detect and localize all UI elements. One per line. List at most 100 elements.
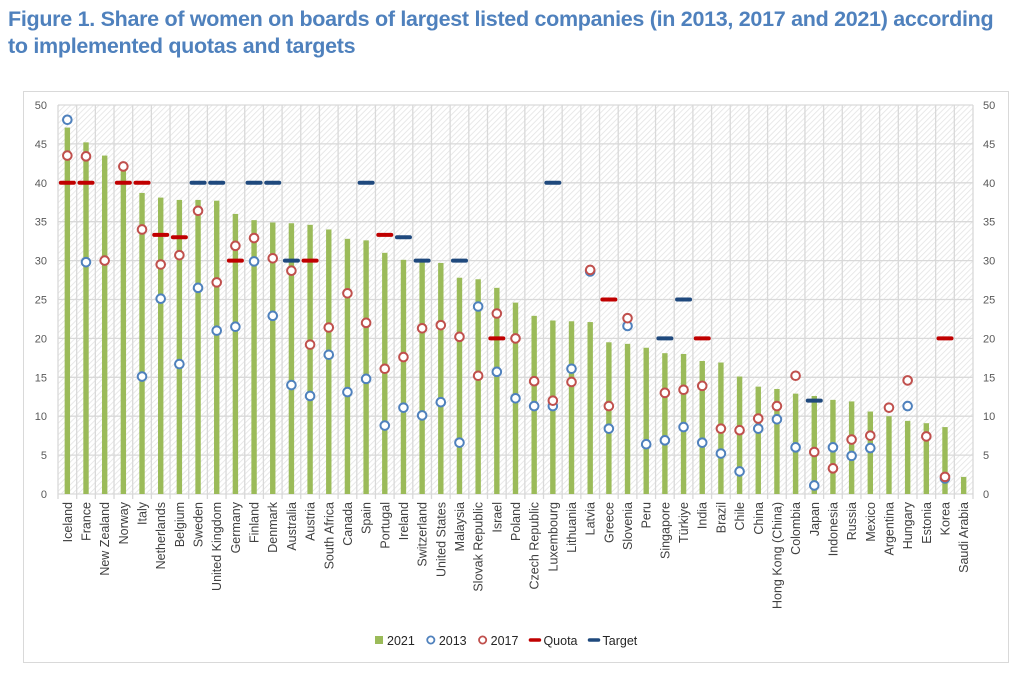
- x-tick-label: Italy: [136, 501, 150, 525]
- x-tick-label: Denmark: [266, 501, 280, 552]
- point-2013: [192, 282, 204, 294]
- bar-2021: [176, 199, 183, 494]
- chart-frame: [23, 91, 1009, 663]
- point-2013: [435, 396, 447, 408]
- bar-2021: [886, 416, 892, 494]
- point-2017: [454, 331, 465, 343]
- x-tick-label: Australia: [285, 502, 299, 551]
- figure-title: Figure 1. Share of women on boards of la…: [8, 7, 994, 58]
- x-tick-label: Latvia: [584, 502, 598, 535]
- x-tick-label: Indonesia: [826, 502, 840, 556]
- point-2017: [342, 287, 353, 299]
- x-tick-label: Hungary: [901, 501, 915, 549]
- point-2017: [435, 319, 447, 331]
- point-2017: [398, 351, 409, 363]
- y-tick-label-left: 35: [35, 217, 47, 229]
- point-2017: [659, 387, 671, 399]
- y-tick-label-left: 45: [35, 139, 47, 151]
- point-2013: [379, 420, 391, 431]
- point-2017: [752, 413, 764, 424]
- bar-2021: [326, 229, 332, 495]
- point-2017: [846, 434, 857, 445]
- point-2017: [528, 375, 540, 387]
- x-tick-label: Saudi Arabia: [957, 502, 971, 573]
- y-tick-label-right: 20: [983, 333, 995, 345]
- point-2013: [416, 410, 428, 421]
- point-2013: [603, 423, 615, 434]
- x-tick-label: Sweden: [192, 502, 206, 547]
- legend-swatch-2017: [478, 635, 488, 645]
- y-tick-label-left: 30: [35, 256, 47, 268]
- point-2017: [566, 376, 577, 388]
- point-2017: [715, 423, 727, 434]
- bar-2021: [158, 197, 164, 494]
- x-tick-label: Ireland: [397, 502, 411, 540]
- bar-2021: [923, 423, 930, 494]
- point-2013: [174, 358, 185, 370]
- x-tick-label: Greece: [602, 502, 616, 543]
- point-2017: [416, 322, 428, 334]
- y-tick-label-right: 10: [983, 411, 995, 423]
- bar-2021: [139, 192, 145, 494]
- point-2013: [454, 437, 465, 448]
- point-2017: [584, 264, 596, 276]
- point-2013: [136, 371, 148, 382]
- point-2017: [827, 463, 839, 474]
- point-2017: [286, 265, 297, 277]
- point-2017: [304, 339, 316, 350]
- y-tick-label-left: 40: [35, 178, 47, 190]
- x-tick-label: Japan: [808, 502, 822, 536]
- x-tick-label: Canada: [341, 502, 355, 546]
- point-2013: [491, 366, 503, 378]
- point-2013: [696, 437, 708, 448]
- point-2017: [379, 363, 391, 375]
- x-tick-label: Portugal: [378, 502, 392, 549]
- point-2017: [323, 322, 335, 333]
- x-tick-label: Germany: [229, 501, 243, 553]
- bar-2021: [960, 476, 967, 494]
- point-2017: [939, 471, 951, 483]
- x-tick-label: Slovenia: [621, 502, 635, 550]
- point-2017: [921, 431, 932, 442]
- x-tick-label: Peru: [640, 502, 654, 528]
- bar-2021: [456, 277, 463, 494]
- point-2017: [491, 308, 503, 319]
- y-tick-label-left: 20: [35, 333, 47, 345]
- y-axis-left: 0 5 10 15 20 25 30 35 40 45 50: [35, 100, 47, 501]
- x-tick-label: Poland: [509, 502, 523, 541]
- bar-2021: [811, 395, 817, 494]
- point-2013: [566, 363, 577, 375]
- x-tick-label: Estonia: [920, 502, 934, 544]
- y-tick-label-left: 15: [35, 372, 47, 384]
- point-2013: [846, 450, 857, 462]
- point-2013: [659, 435, 671, 446]
- x-tick-label: Mexico: [864, 502, 878, 542]
- x-tick-label: Belgium: [173, 502, 187, 547]
- point-2013: [211, 325, 223, 336]
- bar-2021: [120, 167, 127, 495]
- x-tick-label: Iceland: [61, 502, 75, 542]
- x-tick-label: Luxembourg: [546, 502, 560, 572]
- bar-2021: [288, 223, 295, 495]
- bar-2021: [438, 262, 444, 494]
- point-2017: [174, 249, 185, 261]
- bar-2021: [587, 322, 593, 494]
- point-2013: [323, 349, 335, 361]
- point-2013: [286, 379, 297, 391]
- x-tick-label: China: [752, 502, 766, 535]
- bar-2021: [755, 386, 761, 494]
- bar-2021: [419, 261, 425, 494]
- point-2017: [883, 402, 895, 413]
- x-tick-label: Norway: [117, 501, 131, 544]
- x-tick-label: Chile: [733, 502, 747, 531]
- legend-label-2017: 2017: [491, 634, 519, 648]
- point-2017: [211, 277, 223, 288]
- point-2017: [192, 205, 204, 217]
- y-tick-label-left: 5: [41, 450, 47, 462]
- point-2013: [510, 393, 521, 404]
- bar-2021: [606, 342, 612, 494]
- point-2017: [734, 424, 745, 436]
- bar-2021: [904, 420, 911, 494]
- bar-2021: [848, 401, 855, 494]
